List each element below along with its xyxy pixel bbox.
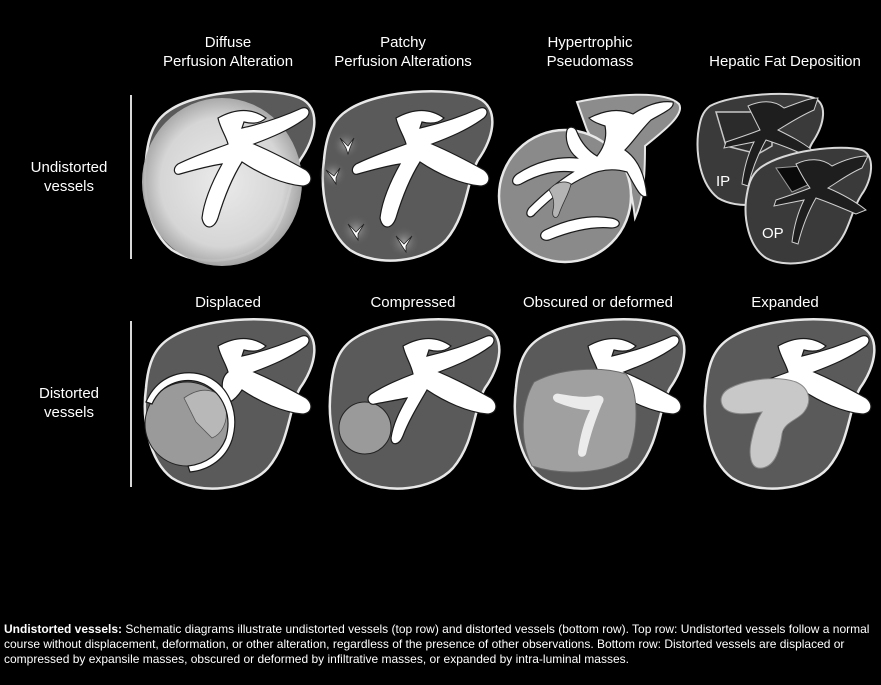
panel-obscured [510, 318, 690, 498]
column-label-fat-deposition: Hepatic Fat Deposition [709, 53, 861, 70]
column-label-compressed: Compressed [370, 294, 456, 311]
row-label-undistorted: Undistorted vessels [30, 159, 108, 195]
column-label-displaced: Displaced [195, 294, 261, 311]
figure-caption: Undistorted vessels: Schematic diagrams … [4, 622, 874, 667]
column-label-obscured: Obscured or deformed [522, 294, 674, 311]
column-label-hypertrophic: Hypertrophic Pseudomass [546, 34, 634, 70]
panel-diffuse-perfusion [140, 90, 320, 270]
row-divider-top [130, 95, 132, 259]
panel-patchy-perfusion [318, 90, 498, 270]
row-label-distorted: Distorted vessels [38, 385, 100, 421]
column-label-expanded: Expanded [751, 294, 819, 311]
column-label-patchy: Patchy Perfusion Alterations [334, 34, 472, 70]
row-divider-bottom [130, 321, 132, 487]
fat-label-ip: IP [716, 173, 730, 190]
panel-expanded [700, 318, 880, 498]
panel-compressed [325, 318, 505, 498]
panel-hypertrophic-pseudomass [495, 90, 682, 270]
panel-hepatic-fat: IP OP [692, 88, 872, 268]
column-label-diffuse: Diffuse Perfusion Alteration [162, 34, 294, 70]
caption-text: Schematic diagrams illustrate undistorte… [4, 622, 870, 666]
caption-bold: Undistorted vessels: [4, 622, 123, 636]
panel-displaced [140, 318, 320, 498]
fat-label-op: OP [762, 225, 784, 242]
